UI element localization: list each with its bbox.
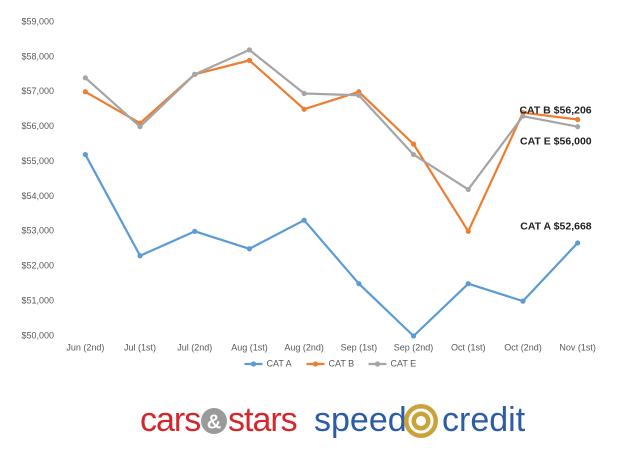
data-point [356,92,362,98]
data-point [410,141,417,147]
data-point [575,116,581,123]
data-point [82,151,88,158]
logo-cars-stars: cars & stars [140,401,298,439]
y-tick-label: $51,000 [21,295,54,305]
y-tick-label: $52,000 [21,261,54,271]
x-tick-label: Jul (1st) [124,342,156,352]
data-point [465,186,471,193]
x-tick-label: Jul (2nd) [177,342,212,352]
y-tick-label: $50,000 [21,330,54,340]
x-tick-label: Oct (2nd) [504,342,542,352]
x-tick-label: Nov (1st) [559,342,596,352]
annotation: CAT E $56,000 [520,135,592,147]
data-point [520,298,526,304]
y-tick-label: $58,000 [21,51,54,61]
logo-icon [201,408,227,434]
data-point [410,151,417,158]
data-point [575,124,581,130]
logo-text: speed [314,401,407,439]
data-point [137,253,143,259]
data-point [301,217,307,223]
data-point [82,89,88,95]
legend-label: CAT E [391,358,417,368]
y-tick-label: $54,000 [21,191,54,201]
data-point [520,113,526,119]
data-point [246,246,253,252]
y-tick-label: $59,000 [21,16,54,26]
series-line [84,48,578,191]
legend-label: CAT B [329,358,355,368]
x-tick-label: Sep (1st) [341,342,378,352]
data-point [301,90,307,97]
x-tick-label: Aug (2nd) [284,342,324,352]
data-point [246,47,253,53]
data-point [246,57,253,63]
data-point [137,124,143,130]
logo-icon [416,416,426,426]
data-point [575,240,581,246]
annotation: CAT B $56,206 [519,104,591,116]
data-point [465,228,471,234]
y-tick-label: $57,000 [21,86,54,96]
logo-text: credit [442,401,526,439]
y-tick-label: $56,000 [21,121,54,131]
data-point [192,71,198,77]
legend-label: CAT A [267,358,292,368]
data-point [465,281,471,287]
logo-icon [408,408,434,434]
series-line [84,154,579,338]
data-point [301,106,307,112]
y-tick-label: $53,000 [21,226,54,236]
legend-swatch [250,361,257,367]
logo-text: cars [140,401,200,439]
data-point [410,333,417,339]
annotation: CAT A $52,668 [520,221,592,233]
x-tick-label: Oct (1st) [451,342,486,352]
legend-swatch [374,361,381,367]
data-point [192,228,198,234]
x-tick-label: Aug (1st) [231,342,268,352]
data-point [356,281,362,287]
x-tick-label: Jun (2nd) [66,342,104,352]
logo-text: stars [228,401,297,439]
y-tick-label: $55,000 [21,156,54,166]
series-line [84,59,578,233]
logo-text: & [207,411,221,433]
x-tick-label: Sep (2nd) [394,342,434,352]
legend-swatch [312,361,319,367]
data-point [82,75,88,81]
logo-speed-credit: speed credit [314,401,526,439]
